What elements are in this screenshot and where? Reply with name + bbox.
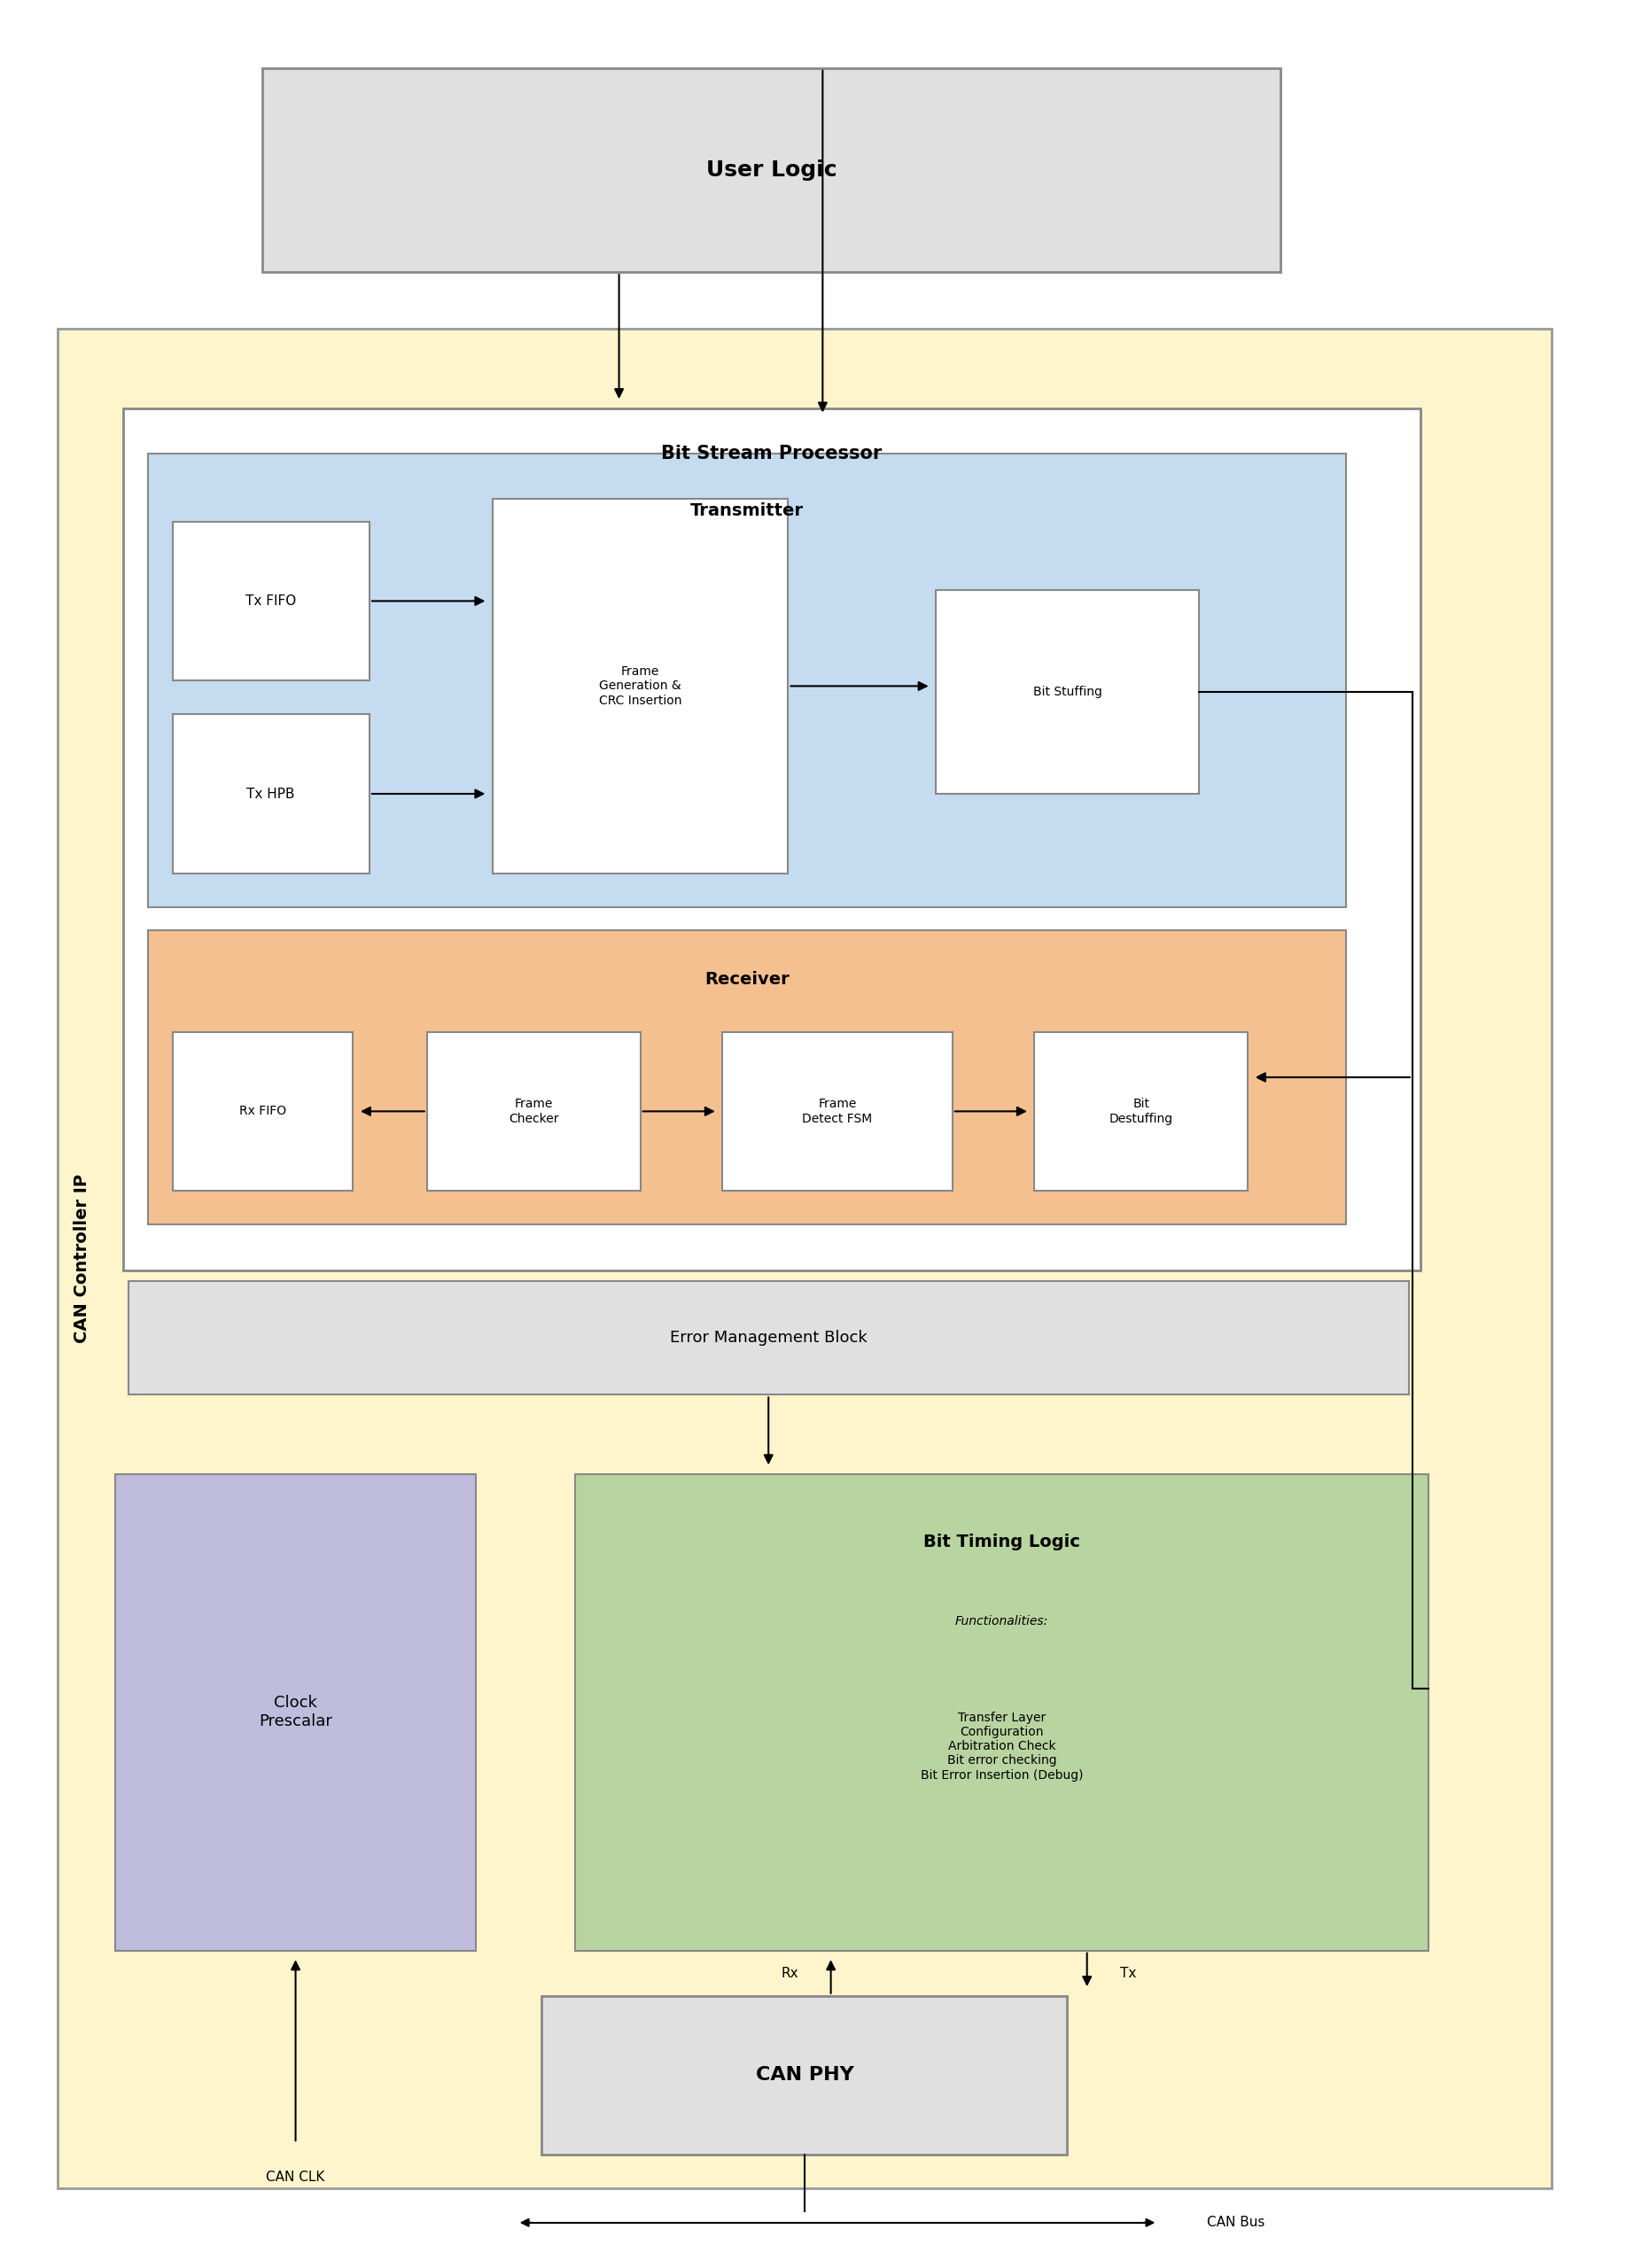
Text: Bit Stuffing: Bit Stuffing bbox=[1033, 685, 1102, 699]
Text: Frame
Generation &
CRC Insertion: Frame Generation & CRC Insertion bbox=[599, 665, 681, 708]
Text: Functionalities:: Functionalities: bbox=[956, 1615, 1048, 1628]
Text: Bit
Destuffing: Bit Destuffing bbox=[1110, 1098, 1172, 1125]
Text: Error Management Block: Error Management Block bbox=[670, 1329, 867, 1347]
Text: Frame
Detect FSM: Frame Detect FSM bbox=[803, 1098, 872, 1125]
Bar bbox=[172, 522, 369, 680]
Text: Frame
Checker: Frame Checker bbox=[509, 1098, 558, 1125]
Text: Rx FIFO: Rx FIFO bbox=[240, 1105, 286, 1118]
Bar bbox=[542, 1996, 1067, 2155]
Bar bbox=[493, 499, 788, 873]
Text: Rx: Rx bbox=[782, 1966, 798, 1980]
Bar bbox=[115, 1474, 476, 1950]
Text: Clock
Prescalar: Clock Prescalar bbox=[259, 1694, 332, 1730]
Bar bbox=[172, 714, 369, 873]
Text: Bit Timing Logic: Bit Timing Logic bbox=[923, 1533, 1080, 1551]
Bar bbox=[148, 454, 1346, 907]
Bar bbox=[263, 68, 1281, 272]
Bar bbox=[936, 590, 1199, 794]
Bar bbox=[128, 1281, 1409, 1395]
Bar bbox=[148, 930, 1346, 1225]
Text: Transmitter: Transmitter bbox=[690, 501, 805, 519]
Text: Receiver: Receiver bbox=[704, 971, 790, 989]
Text: Tx: Tx bbox=[1120, 1966, 1136, 1980]
Bar bbox=[172, 1032, 353, 1191]
Text: Tx FIFO: Tx FIFO bbox=[246, 594, 296, 608]
Bar bbox=[1034, 1032, 1248, 1191]
Bar bbox=[575, 1474, 1429, 1950]
Bar bbox=[57, 329, 1552, 2189]
Text: CAN CLK: CAN CLK bbox=[266, 2170, 325, 2184]
Text: CAN Controller IP: CAN Controller IP bbox=[74, 1175, 90, 1343]
Text: Bit Stream Processor: Bit Stream Processor bbox=[662, 445, 882, 463]
Text: CAN Bus: CAN Bus bbox=[1207, 2216, 1264, 2229]
Text: CAN PHY: CAN PHY bbox=[755, 2066, 854, 2084]
Bar bbox=[722, 1032, 952, 1191]
Bar bbox=[123, 408, 1420, 1270]
Text: Transfer Layer
Configuration
Arbitration Check
Bit error checking
Bit Error Inse: Transfer Layer Configuration Arbitration… bbox=[920, 1712, 1084, 1780]
Text: Tx HPB: Tx HPB bbox=[246, 787, 296, 801]
Bar bbox=[427, 1032, 640, 1191]
Text: User Logic: User Logic bbox=[706, 159, 837, 181]
